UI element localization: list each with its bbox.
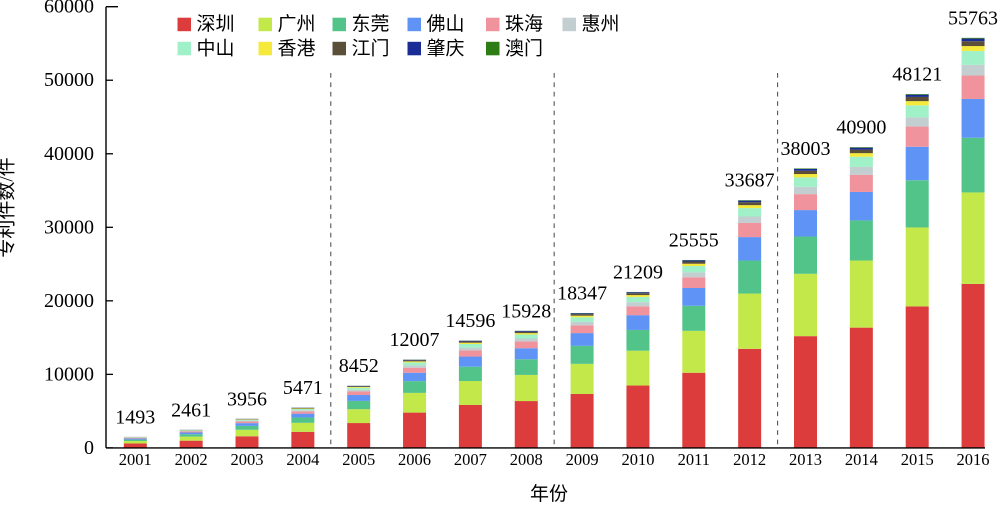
svg-text:5471: 5471 — [283, 377, 323, 399]
svg-text:21209: 21209 — [613, 261, 663, 283]
svg-text:38003: 38003 — [781, 138, 831, 160]
svg-text:8452: 8452 — [339, 355, 379, 377]
svg-text:珠海: 珠海 — [505, 13, 543, 35]
svg-text:60000: 60000 — [44, 0, 94, 18]
svg-text:50000: 50000 — [44, 69, 94, 91]
svg-text:2015: 2015 — [901, 450, 934, 469]
svg-text:2016: 2016 — [957, 450, 990, 469]
svg-text:2011: 2011 — [678, 450, 710, 469]
svg-text:3956: 3956 — [227, 388, 267, 410]
svg-text:12007: 12007 — [390, 329, 440, 351]
svg-text:10000: 10000 — [44, 363, 94, 385]
svg-text:惠州: 惠州 — [582, 13, 620, 35]
svg-text:2006: 2006 — [398, 450, 431, 469]
svg-text:14596: 14596 — [445, 310, 495, 332]
svg-text:15928: 15928 — [501, 300, 551, 322]
svg-text:2012: 2012 — [733, 450, 766, 469]
svg-text:2461: 2461 — [171, 399, 211, 421]
svg-text:中山: 中山 — [197, 37, 235, 59]
svg-text:0: 0 — [84, 437, 94, 459]
svg-text:2008: 2008 — [510, 450, 543, 469]
svg-text:佛山: 佛山 — [427, 13, 465, 35]
svg-text:2004: 2004 — [286, 450, 319, 469]
svg-text:25555: 25555 — [669, 230, 719, 252]
svg-text:2005: 2005 — [342, 450, 375, 469]
svg-text:18347: 18347 — [557, 283, 607, 305]
svg-text:澳门: 澳门 — [505, 37, 543, 59]
svg-text:2007: 2007 — [454, 450, 487, 469]
svg-text:2010: 2010 — [621, 450, 654, 469]
svg-text:2001: 2001 — [119, 450, 152, 469]
svg-text:33687: 33687 — [725, 170, 775, 192]
svg-text:2009: 2009 — [566, 450, 599, 469]
svg-text:肇庆: 肇庆 — [427, 37, 465, 59]
svg-text:2003: 2003 — [231, 450, 264, 469]
svg-text:55763: 55763 — [948, 7, 998, 29]
svg-text:专利件数/件: 专利件数/件 — [0, 157, 18, 257]
svg-text:深圳: 深圳 — [197, 13, 235, 35]
svg-text:1493: 1493 — [115, 406, 155, 428]
svg-text:30000: 30000 — [44, 216, 94, 238]
svg-text:江门: 江门 — [352, 37, 390, 59]
svg-text:2013: 2013 — [789, 450, 822, 469]
svg-text:40900: 40900 — [836, 117, 886, 139]
svg-text:东莞: 东莞 — [352, 13, 390, 35]
svg-text:40000: 40000 — [44, 143, 94, 165]
svg-text:2002: 2002 — [175, 450, 208, 469]
svg-text:广州: 广州 — [278, 13, 316, 35]
svg-text:20000: 20000 — [44, 290, 94, 312]
svg-text:年份: 年份 — [530, 483, 568, 505]
svg-text:48121: 48121 — [892, 64, 942, 86]
svg-text:2014: 2014 — [845, 450, 878, 469]
svg-text:香港: 香港 — [278, 37, 316, 59]
